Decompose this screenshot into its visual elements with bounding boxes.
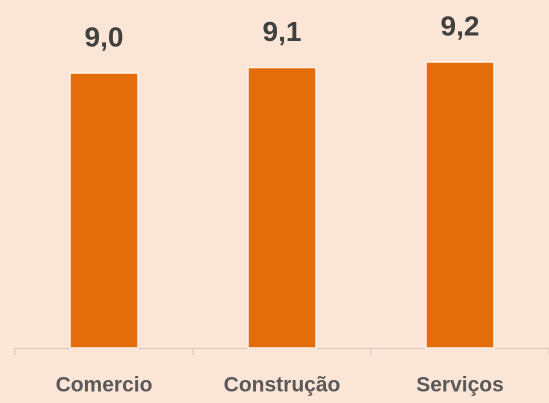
x-tick-label: Construção	[224, 374, 341, 397]
bar	[247, 66, 317, 349]
bar	[69, 72, 139, 349]
x-tick-label: Comercio	[56, 374, 153, 397]
x-tick-label: Serviços	[416, 374, 504, 397]
value-label: 9,0	[85, 21, 124, 52]
bar	[425, 61, 495, 349]
value-label: 9,2	[441, 10, 480, 41]
value-label: 9,1	[263, 16, 302, 47]
